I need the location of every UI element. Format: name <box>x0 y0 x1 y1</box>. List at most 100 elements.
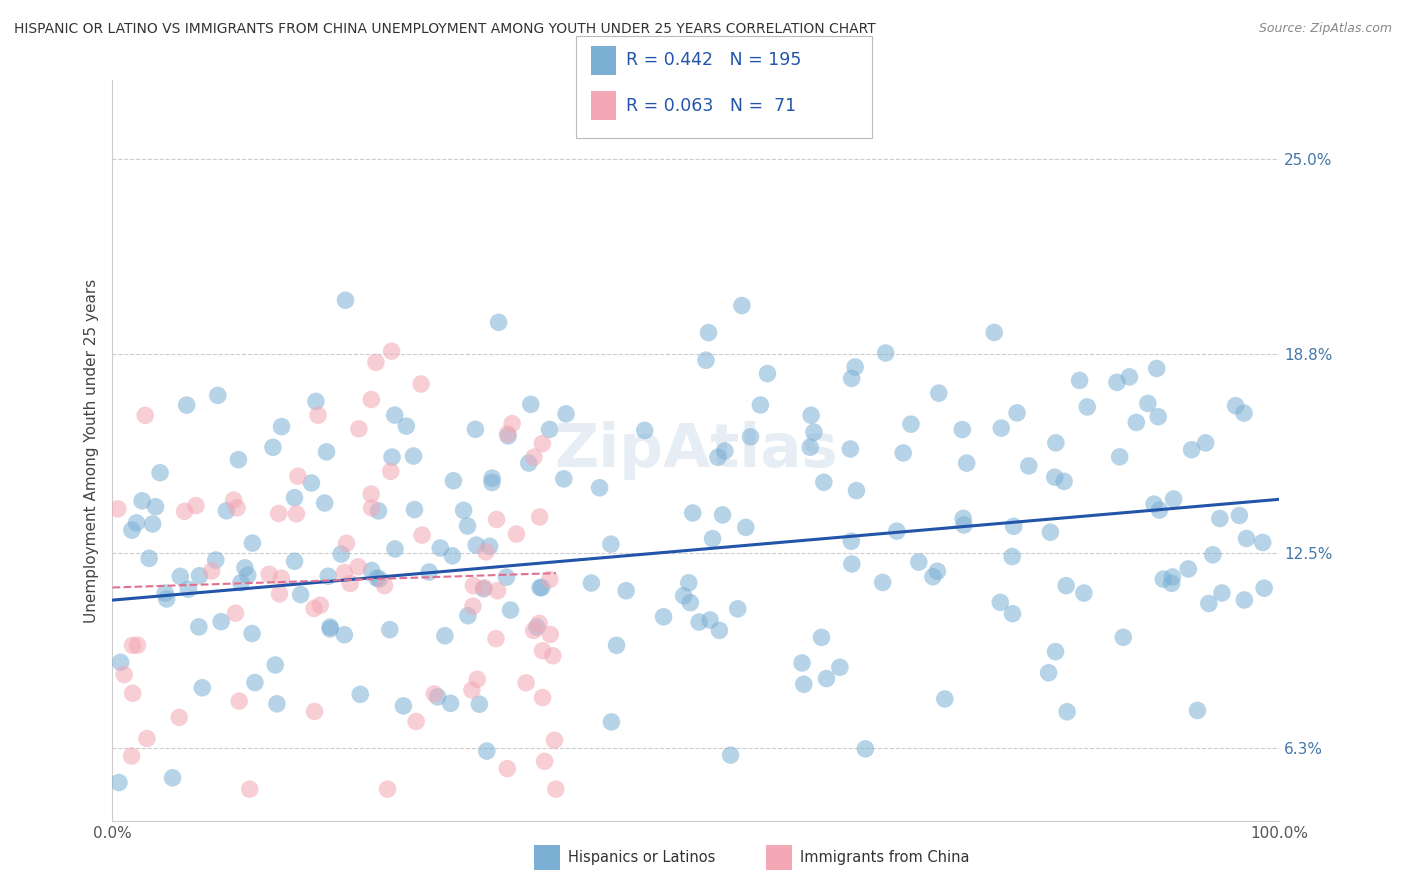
Point <box>555 407 578 421</box>
Point <box>378 623 401 637</box>
Point <box>305 394 328 409</box>
Point <box>1209 511 1232 525</box>
Point <box>309 598 332 612</box>
Point <box>409 376 432 391</box>
Point <box>581 576 603 591</box>
Point <box>531 690 554 705</box>
Point <box>533 755 555 769</box>
Point <box>1038 665 1060 680</box>
Point <box>304 705 326 719</box>
Point <box>1143 497 1166 511</box>
Point <box>457 519 479 533</box>
Point <box>529 581 551 595</box>
Point <box>138 551 160 566</box>
Point <box>529 510 551 524</box>
Point <box>270 419 292 434</box>
Point <box>527 616 550 631</box>
Point <box>463 579 485 593</box>
Point <box>1005 406 1028 420</box>
Point <box>209 615 232 629</box>
Point <box>720 748 742 763</box>
Point <box>614 583 637 598</box>
Point <box>191 681 214 695</box>
Point <box>1045 435 1067 450</box>
Point <box>697 326 720 340</box>
Point <box>441 549 464 563</box>
Point <box>319 622 342 636</box>
Point <box>316 569 339 583</box>
Point <box>983 326 1005 340</box>
Point <box>793 677 815 691</box>
Point <box>606 638 628 652</box>
Point <box>714 444 737 458</box>
Point <box>472 582 495 596</box>
Point <box>1202 548 1225 562</box>
Point <box>505 527 527 541</box>
Point <box>475 744 498 758</box>
Point <box>588 481 610 495</box>
Point <box>441 474 464 488</box>
Point <box>1253 581 1275 595</box>
Point <box>875 346 897 360</box>
Point <box>333 566 356 580</box>
Point <box>530 581 553 595</box>
Point <box>233 561 256 575</box>
Point <box>201 564 224 578</box>
Point <box>1045 645 1067 659</box>
Point <box>240 536 263 550</box>
Point <box>688 615 710 629</box>
Point <box>145 500 167 514</box>
Point <box>262 440 284 454</box>
Point <box>426 690 449 704</box>
Point <box>1194 435 1216 450</box>
Point <box>1125 416 1147 430</box>
Point <box>107 501 129 516</box>
Point <box>1149 503 1171 517</box>
Point <box>475 545 498 559</box>
Point <box>1073 586 1095 600</box>
Point <box>790 656 813 670</box>
Point <box>845 483 868 498</box>
Point <box>990 421 1012 435</box>
Point <box>749 398 772 412</box>
Point <box>360 487 382 501</box>
Point <box>411 528 433 542</box>
Point <box>418 565 440 579</box>
Point <box>1002 519 1025 533</box>
Point <box>360 500 382 515</box>
Point <box>956 456 979 470</box>
Point <box>236 568 259 582</box>
Point <box>433 629 456 643</box>
Point <box>853 742 876 756</box>
Point <box>204 553 226 567</box>
Point <box>177 582 200 597</box>
Point <box>381 450 404 464</box>
Point <box>367 504 389 518</box>
Point <box>1056 705 1078 719</box>
Point <box>1018 458 1040 473</box>
Point <box>520 397 543 411</box>
Point <box>799 440 821 454</box>
Point <box>112 667 135 681</box>
Point <box>360 564 382 578</box>
Y-axis label: Unemployment Among Youth under 25 years: Unemployment Among Youth under 25 years <box>83 278 98 623</box>
Point <box>314 496 336 510</box>
Point <box>349 687 371 701</box>
Point <box>538 627 561 641</box>
Point <box>229 575 252 590</box>
Point <box>672 589 695 603</box>
Point <box>264 658 287 673</box>
Text: ZipAtlas: ZipAtlas <box>554 421 838 480</box>
Point <box>307 408 329 422</box>
Text: R = 0.442   N = 195: R = 0.442 N = 195 <box>626 52 801 70</box>
Point <box>395 419 418 434</box>
Point <box>707 450 730 465</box>
Point <box>283 491 305 505</box>
Point <box>709 624 731 638</box>
Point <box>481 471 503 485</box>
Point <box>285 507 308 521</box>
Point <box>339 576 361 591</box>
Point <box>121 749 143 764</box>
Point <box>891 446 914 460</box>
Point <box>267 507 290 521</box>
